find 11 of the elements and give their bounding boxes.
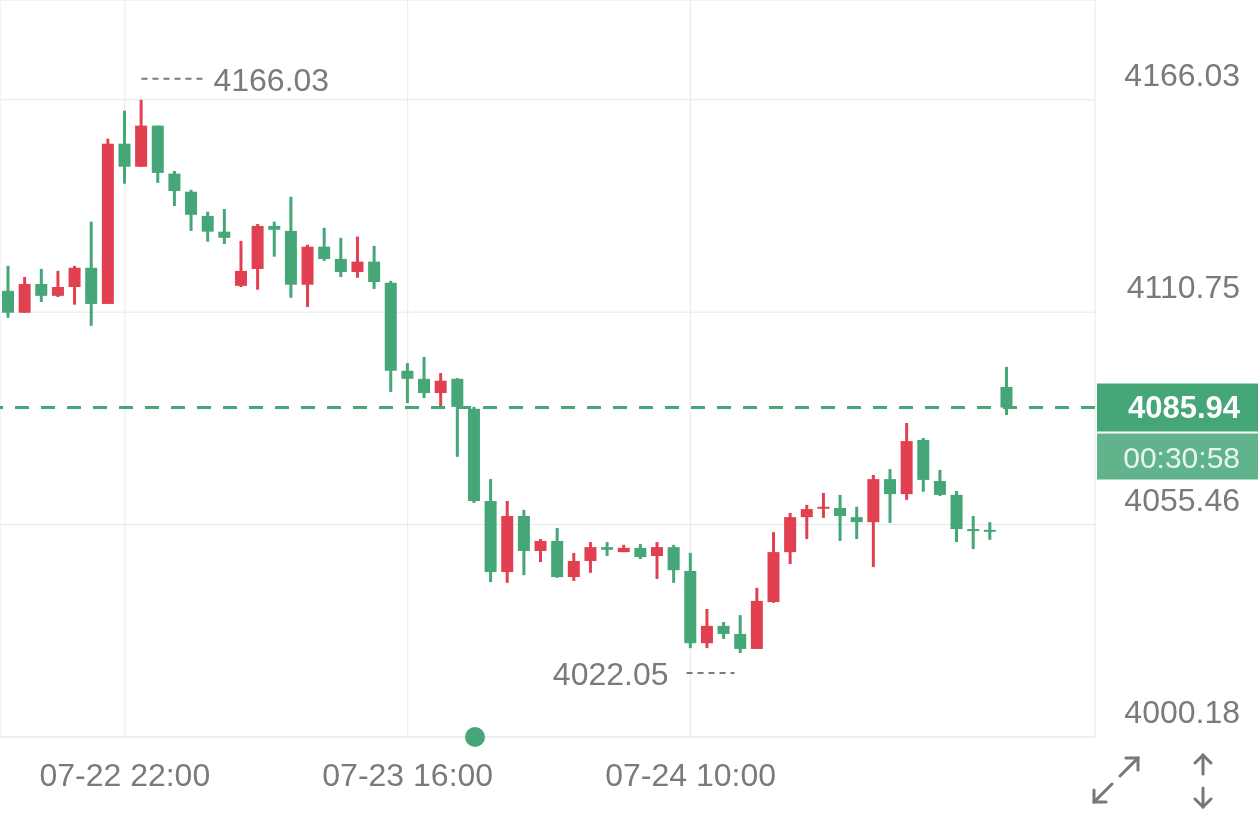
x-tick-label: 07-22 22:00 [39,756,211,793]
x-tick-label: 07-24 10:00 [605,756,777,793]
x-tick-label: 07-23 16:00 [322,756,494,793]
y-tick-label: 4000.18 [1124,694,1240,730]
ref-line-label: 4085.94 [1127,390,1241,426]
y-tick-label: 4055.46 [1124,481,1240,518]
annotation: 4022.05 [552,655,669,692]
y-tick-label: 4166.03 [1124,56,1240,93]
annotation: 4166.03 [213,61,330,98]
y-tick-label: 4110.75 [1126,269,1240,306]
text: 00:30:58 [1123,441,1240,475]
